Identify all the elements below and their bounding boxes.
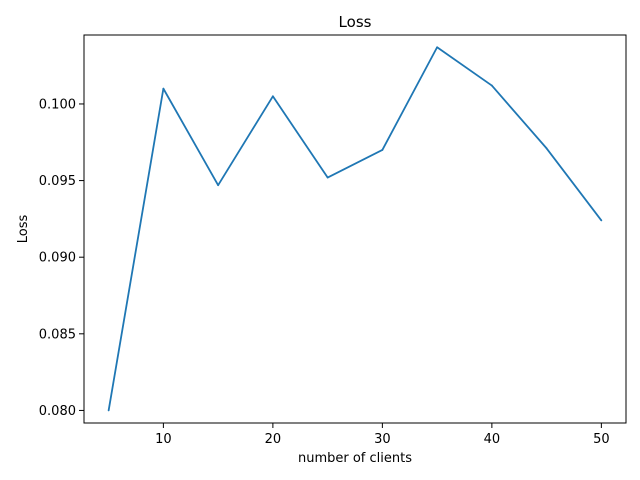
y-tick-label: 0.095 [39, 174, 76, 189]
y-tick-label: 0.085 [39, 327, 76, 342]
data-point [436, 46, 439, 49]
data-point [271, 95, 274, 98]
series-line [107, 46, 603, 411]
data-point [545, 147, 548, 150]
y-tick-label: 0.080 [39, 404, 76, 419]
x-axis-title: number of clients [298, 451, 412, 466]
data-point [600, 219, 603, 222]
data-point [490, 84, 493, 87]
x-tick-label: 10 [155, 432, 172, 447]
data-point [381, 149, 384, 151]
x-tick-label: 20 [265, 432, 282, 447]
y-tick-label: 0.100 [39, 97, 76, 112]
data-point [162, 87, 165, 90]
x-axis: 10 20 30 40 50 [155, 423, 610, 447]
chart-title: Loss [339, 13, 372, 31]
plot-frame [83, 34, 627, 424]
data-point [326, 176, 329, 179]
y-axis-title: Loss [16, 215, 31, 244]
data-point [107, 409, 110, 412]
x-tick-label: 40 [484, 432, 501, 447]
y-axis: 0.080 0.085 0.090 0.095 0.100 [39, 97, 84, 419]
x-tick-label: 30 [374, 432, 391, 447]
data-point [217, 184, 220, 187]
x-tick-label: 50 [593, 432, 610, 447]
plot-area [107, 46, 603, 412]
y-tick-label: 0.090 [39, 251, 76, 266]
